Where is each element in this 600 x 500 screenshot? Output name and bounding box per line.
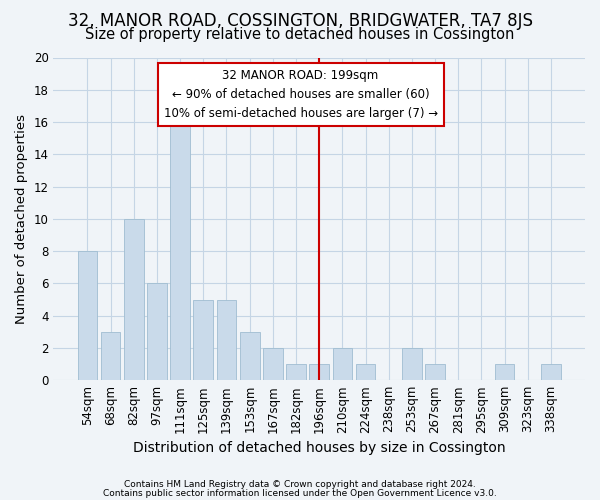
Bar <box>332 348 352 380</box>
Bar <box>286 364 306 380</box>
Bar <box>356 364 376 380</box>
Bar <box>263 348 283 380</box>
Bar <box>124 219 143 380</box>
Bar <box>193 300 213 380</box>
Bar <box>147 284 167 380</box>
Text: Contains public sector information licensed under the Open Government Licence v3: Contains public sector information licen… <box>103 488 497 498</box>
Text: 32, MANOR ROAD, COSSINGTON, BRIDGWATER, TA7 8JS: 32, MANOR ROAD, COSSINGTON, BRIDGWATER, … <box>67 12 533 30</box>
Bar <box>101 332 121 380</box>
Y-axis label: Number of detached properties: Number of detached properties <box>15 114 28 324</box>
Bar <box>310 364 329 380</box>
Text: 32 MANOR ROAD: 199sqm
← 90% of detached houses are smaller (60)
10% of semi-deta: 32 MANOR ROAD: 199sqm ← 90% of detached … <box>164 69 437 120</box>
Bar <box>170 106 190 380</box>
Bar <box>217 300 236 380</box>
Bar <box>402 348 422 380</box>
Bar <box>495 364 514 380</box>
Bar <box>425 364 445 380</box>
Text: Contains HM Land Registry data © Crown copyright and database right 2024.: Contains HM Land Registry data © Crown c… <box>124 480 476 489</box>
Text: Size of property relative to detached houses in Cossington: Size of property relative to detached ho… <box>85 28 515 42</box>
Bar <box>240 332 260 380</box>
X-axis label: Distribution of detached houses by size in Cossington: Distribution of detached houses by size … <box>133 441 506 455</box>
Bar <box>77 251 97 380</box>
Bar <box>541 364 561 380</box>
